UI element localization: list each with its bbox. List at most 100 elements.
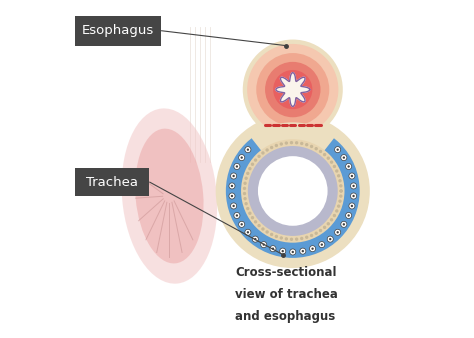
Circle shape — [246, 148, 249, 151]
Circle shape — [339, 194, 343, 198]
Circle shape — [315, 232, 318, 235]
Circle shape — [252, 236, 258, 242]
Circle shape — [305, 236, 309, 239]
Circle shape — [347, 214, 350, 217]
Circle shape — [257, 155, 261, 158]
Ellipse shape — [122, 108, 217, 284]
Circle shape — [248, 167, 252, 170]
Circle shape — [275, 144, 278, 147]
Circle shape — [231, 195, 233, 197]
Circle shape — [238, 154, 245, 161]
Polygon shape — [276, 73, 310, 106]
Circle shape — [230, 173, 237, 179]
Circle shape — [337, 148, 339, 151]
Circle shape — [333, 214, 336, 217]
Circle shape — [231, 185, 233, 187]
Circle shape — [256, 53, 329, 126]
Circle shape — [300, 237, 303, 240]
Circle shape — [282, 250, 284, 252]
Circle shape — [290, 141, 293, 144]
Circle shape — [261, 151, 264, 155]
Circle shape — [315, 147, 318, 150]
Circle shape — [327, 222, 330, 225]
Circle shape — [335, 169, 338, 173]
Circle shape — [323, 226, 326, 229]
Circle shape — [352, 195, 355, 197]
Circle shape — [339, 189, 343, 193]
Circle shape — [337, 231, 339, 234]
Circle shape — [263, 243, 265, 246]
Circle shape — [270, 246, 276, 252]
Circle shape — [273, 70, 312, 109]
Circle shape — [240, 223, 243, 225]
Circle shape — [243, 197, 247, 200]
Circle shape — [245, 229, 251, 235]
Circle shape — [310, 246, 316, 252]
Circle shape — [270, 146, 273, 149]
Circle shape — [343, 156, 345, 159]
Circle shape — [330, 218, 333, 221]
Circle shape — [248, 212, 252, 215]
Circle shape — [337, 174, 340, 177]
Circle shape — [346, 213, 352, 219]
Circle shape — [241, 139, 345, 243]
Circle shape — [238, 221, 245, 227]
Circle shape — [265, 230, 269, 234]
Text: view of trachea: view of trachea — [235, 288, 338, 300]
Circle shape — [310, 145, 313, 148]
Circle shape — [351, 193, 356, 199]
Circle shape — [234, 163, 240, 169]
Circle shape — [232, 175, 235, 177]
Circle shape — [352, 185, 355, 187]
Circle shape — [335, 209, 338, 213]
Circle shape — [285, 237, 288, 241]
Circle shape — [254, 220, 257, 223]
Circle shape — [292, 251, 294, 253]
Circle shape — [265, 62, 320, 117]
Circle shape — [261, 242, 267, 248]
Circle shape — [258, 156, 328, 226]
Circle shape — [234, 213, 240, 219]
Circle shape — [300, 248, 306, 254]
Circle shape — [295, 238, 298, 241]
Circle shape — [338, 179, 342, 183]
Circle shape — [248, 146, 337, 236]
Circle shape — [243, 40, 343, 140]
Circle shape — [310, 234, 313, 237]
Circle shape — [285, 141, 288, 145]
Text: Cross-sectional: Cross-sectional — [235, 266, 337, 279]
Circle shape — [337, 204, 340, 208]
Circle shape — [247, 44, 338, 135]
Text: Trachea: Trachea — [86, 176, 138, 189]
Circle shape — [280, 142, 283, 146]
Circle shape — [349, 203, 355, 209]
Circle shape — [300, 142, 303, 145]
Circle shape — [290, 249, 296, 255]
Circle shape — [339, 189, 343, 193]
Circle shape — [245, 176, 248, 180]
Circle shape — [240, 156, 243, 159]
Circle shape — [236, 165, 238, 168]
Circle shape — [243, 182, 247, 185]
Circle shape — [349, 173, 355, 179]
Circle shape — [243, 192, 246, 195]
Circle shape — [236, 214, 238, 217]
Circle shape — [339, 184, 343, 188]
Circle shape — [335, 147, 341, 153]
Circle shape — [272, 247, 274, 250]
Circle shape — [246, 231, 249, 234]
Circle shape — [245, 147, 251, 153]
Text: Esophagus: Esophagus — [82, 24, 154, 37]
FancyBboxPatch shape — [75, 16, 161, 46]
Wedge shape — [251, 122, 335, 191]
Circle shape — [230, 203, 237, 209]
Circle shape — [351, 175, 353, 177]
Circle shape — [319, 242, 325, 248]
Circle shape — [251, 216, 254, 219]
Circle shape — [246, 172, 249, 175]
Circle shape — [216, 114, 370, 268]
Circle shape — [305, 143, 309, 146]
Circle shape — [226, 124, 360, 258]
Circle shape — [329, 238, 331, 240]
Circle shape — [280, 236, 283, 240]
